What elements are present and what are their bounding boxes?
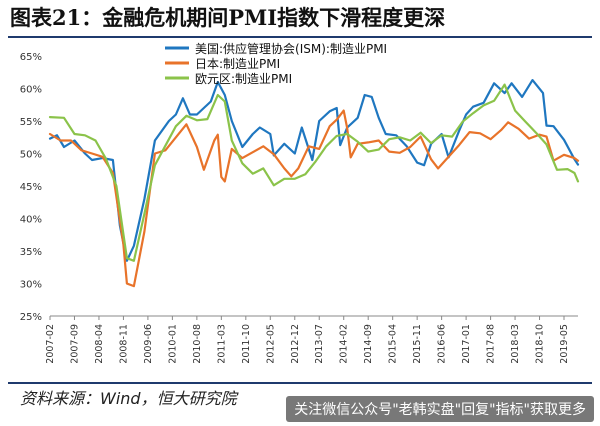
legend-label: 欧元区:制造业PMI	[195, 72, 292, 86]
y-tick-label: 30%	[20, 280, 42, 291]
y-axis: 25% 30% 35% 40% 45% 50% 55% 60% 65%	[20, 52, 42, 323]
x-tick-label: 2018-03	[510, 324, 521, 364]
x-tick-label: 2015-04	[388, 324, 399, 364]
x-tick-label: 2017-01	[461, 324, 472, 364]
pmi-line-chart: 25%30%35%40%45%50%55%60%65% 2007-02 2007-…	[20, 41, 580, 364]
x-tick-label: 2013-07	[314, 324, 325, 364]
y-tick-label: 35%	[20, 247, 42, 258]
x-tick-label: 2017-08	[486, 324, 497, 364]
series-line-eu	[48, 83, 580, 262]
y-tick-label: 65%	[20, 52, 42, 63]
x-tick-label: 2014-02	[339, 324, 350, 364]
title-divider	[8, 36, 592, 38]
legend-label: 美国:供应管理协会(ISM):制造业PMI	[195, 41, 387, 56]
x-tick-label: 2011-10	[241, 324, 252, 364]
x-tick-label: 2007-02	[45, 324, 56, 364]
x-tick-label: 2015-11	[412, 324, 423, 364]
x-tick-label: 2008-11	[118, 324, 129, 364]
y-tick-label: 25%	[20, 312, 42, 323]
x-tick-label: 2008-04	[94, 324, 105, 364]
y-tick-label: 60%	[20, 85, 42, 96]
y-tick-label: 50%	[20, 150, 42, 161]
footer-divider	[8, 382, 592, 384]
x-tick-label: 2009-06	[143, 324, 154, 364]
series-line-jp	[48, 109, 580, 288]
x-tick-label: 2016-06	[437, 324, 448, 364]
x-tick-label: 2014-09	[363, 324, 374, 364]
legend-label: 日本:制造业PMI	[195, 57, 280, 71]
y-tick-label: 40%	[20, 215, 42, 226]
x-tick-label: 2018-10	[535, 324, 546, 364]
x-tick-label: 2010-01	[167, 324, 178, 364]
chart-title: 图表21：金融危机期间PMI指数下滑程度更深	[10, 5, 446, 30]
x-tick-label: 2012-05	[265, 324, 276, 364]
x-tick-label: 2010-08	[192, 324, 203, 364]
x-axis: 2007-02 2007-09 2008-04 2008-11 2009-06 2010-…	[45, 315, 578, 364]
watermark-banner: 关注微信公众号"老韩实盘"回复"指标"获取更多	[286, 396, 594, 422]
x-tick-label: 2019-05	[559, 324, 570, 364]
series-layer	[48, 79, 580, 288]
x-tick-label: 2007-09	[69, 324, 80, 364]
y-tick-label: 45%	[20, 182, 42, 193]
source-note: 资料来源：Wind，恒大研究院	[20, 389, 237, 408]
y-tick-label: 55%	[20, 117, 42, 128]
x-tick-label: 2012-12	[290, 324, 301, 364]
series-line-us	[48, 79, 580, 262]
x-tick-label: 2011-03	[216, 324, 227, 364]
